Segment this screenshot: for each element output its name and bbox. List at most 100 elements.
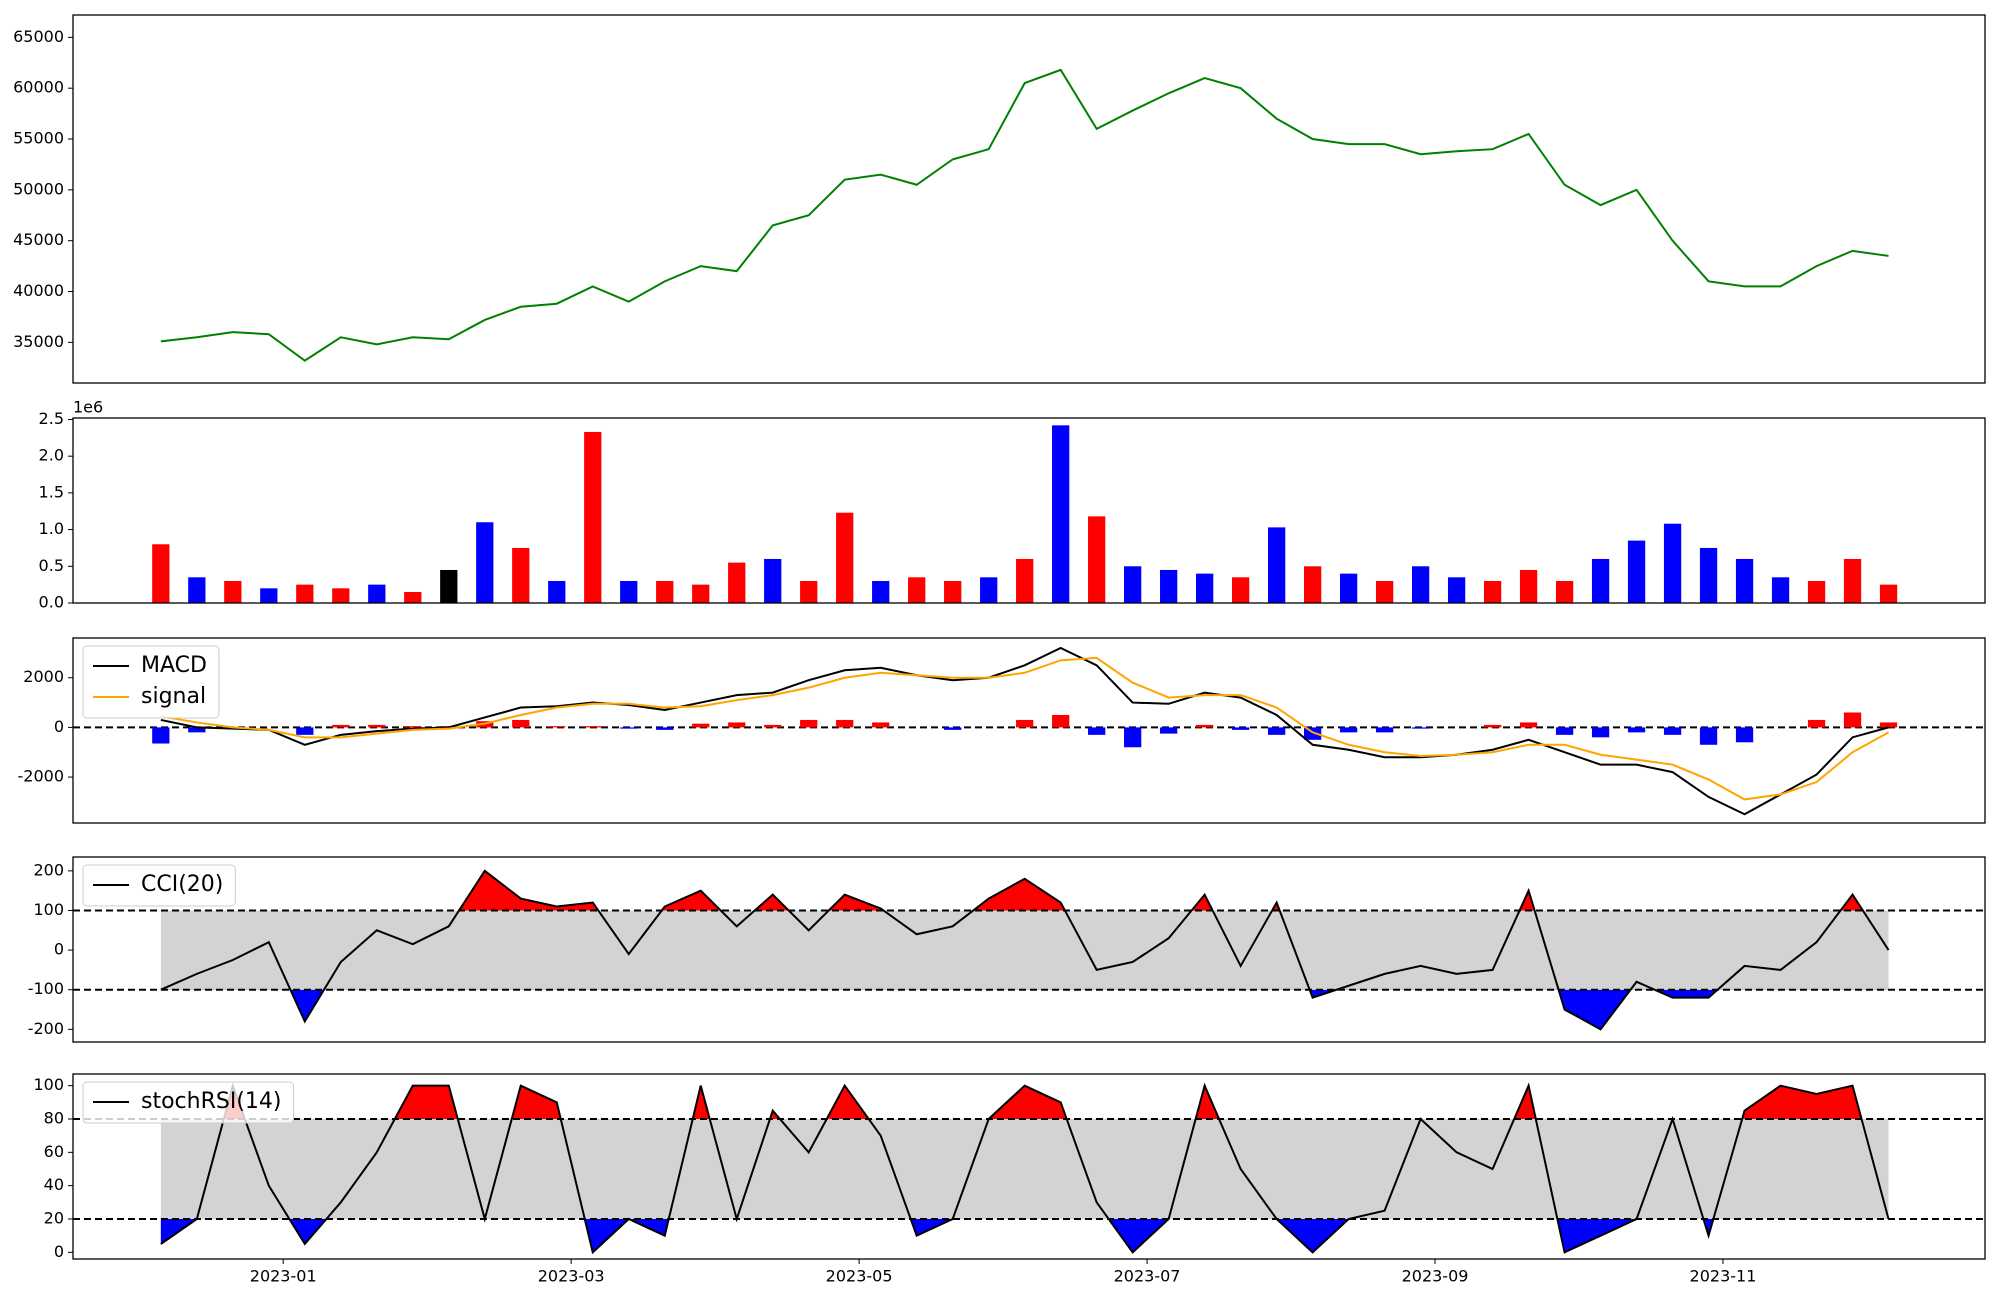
y-tick-label: -100 — [28, 979, 64, 998]
bar — [1699, 727, 1718, 745]
bar — [1447, 577, 1466, 603]
bar — [692, 584, 710, 603]
bar — [1807, 719, 1826, 728]
bar — [1483, 724, 1502, 728]
bar — [764, 724, 782, 728]
bar — [908, 577, 926, 603]
legend-box — [82, 864, 236, 907]
line — [160, 656, 1890, 801]
bar — [1160, 569, 1178, 603]
bar — [980, 577, 998, 603]
bar — [548, 726, 566, 728]
x-tick-label: 2023-11 — [1690, 1267, 1757, 1286]
panel: -200 -100 0 100 200 CCI(20) — [28, 856, 1986, 1043]
bar — [1555, 580, 1574, 603]
y-tick-label: 0.5 — [39, 556, 64, 575]
axes-frame — [72, 14, 1986, 384]
bar — [1879, 722, 1898, 728]
bar — [1268, 527, 1286, 603]
threshold-band — [160, 910, 1889, 990]
y-tick-label: 80 — [44, 1109, 64, 1128]
axes-frame — [72, 417, 1986, 604]
bar — [296, 727, 314, 735]
bar — [152, 727, 170, 744]
bar — [692, 723, 710, 728]
bar — [1555, 727, 1574, 735]
bar — [188, 727, 206, 733]
y-tick-label: 2.5 — [39, 409, 64, 428]
bar — [584, 431, 602, 603]
bar — [1879, 584, 1898, 603]
y-tick-label: -200 — [28, 1019, 64, 1038]
legend: MACD signal — [82, 645, 220, 719]
bar — [872, 722, 890, 728]
line — [160, 68, 1889, 362]
bar — [404, 726, 422, 728]
bar — [188, 577, 206, 603]
legend-label: MACD — [141, 653, 207, 678]
bar — [944, 727, 962, 730]
axes-frame — [72, 1073, 1986, 1260]
y-tick-label: -2000 — [18, 767, 65, 786]
bar — [1268, 727, 1286, 735]
bar — [1375, 580, 1394, 603]
threshold-band — [160, 1119, 1889, 1219]
bar — [656, 727, 674, 730]
y-tick-label: 35000 — [13, 332, 64, 351]
panel: 0 20 40 60 80 100 2023-01 2023-03 2023-05 2023-07… — [33, 1073, 1986, 1286]
bar — [1052, 714, 1070, 728]
bar — [512, 547, 530, 603]
bar — [296, 584, 314, 603]
bar — [404, 591, 422, 603]
x-tick-label: 2023-09 — [1402, 1267, 1469, 1286]
bar — [1591, 727, 1610, 738]
y-tick-label: 100 — [33, 1075, 64, 1094]
axes-frame — [72, 637, 1986, 824]
bar — [1232, 577, 1250, 603]
legend-label: signal — [141, 684, 206, 709]
bar — [1699, 547, 1718, 603]
bar — [548, 580, 566, 603]
y-tick-label: 1.5 — [39, 482, 64, 501]
bar — [1519, 569, 1538, 603]
bar — [1160, 727, 1178, 734]
bar — [872, 580, 890, 603]
legend-label: stochRSI(14) — [141, 1089, 282, 1114]
bar — [440, 569, 458, 603]
y-tick-label: 0 — [54, 1242, 64, 1261]
bar — [332, 724, 350, 728]
legend: CCI(20) — [82, 864, 236, 907]
y-tick-label: 1.0 — [39, 519, 64, 538]
bar — [836, 719, 854, 728]
bar — [1843, 712, 1862, 728]
bar — [1663, 727, 1682, 735]
bar — [1663, 523, 1682, 603]
bar — [1232, 727, 1250, 730]
bar — [1591, 558, 1610, 603]
bar — [1052, 425, 1070, 603]
bar — [1735, 558, 1754, 603]
y-tick-label: 50000 — [13, 179, 64, 198]
y-tick-label: 2.0 — [39, 446, 64, 465]
bar — [1088, 516, 1106, 603]
axes-frame — [72, 856, 1986, 1043]
bar — [152, 544, 170, 603]
y-tick-label: 0 — [54, 940, 64, 959]
y-tick-label: 45000 — [13, 230, 64, 249]
legend-box — [82, 645, 220, 719]
bar — [1483, 580, 1502, 603]
bar — [1627, 540, 1646, 603]
overbought-fill — [160, 1085, 1889, 1119]
bar — [800, 580, 818, 603]
bar — [1339, 727, 1358, 733]
y-tick-label: 2000 — [23, 667, 64, 686]
y-tick-label: 55000 — [13, 129, 64, 148]
x-tick-label: 2023-01 — [250, 1267, 317, 1286]
bar — [764, 558, 782, 603]
line — [160, 1082, 1890, 1255]
bar — [476, 522, 494, 603]
y-tick-label: 60 — [44, 1142, 64, 1161]
panel: -2000 0 2000 MACD signal — [18, 637, 1986, 824]
bar — [1124, 566, 1142, 603]
